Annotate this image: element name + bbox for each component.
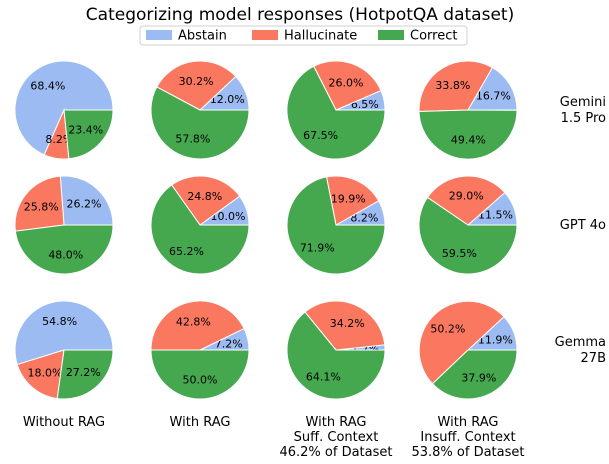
slice-hallucinate bbox=[313, 60, 382, 111]
slice-correct bbox=[150, 349, 250, 400]
pie-r2-c2: 10.0% 24.8% 65.2% bbox=[150, 175, 250, 275]
slice-label-abstain: 10.0% bbox=[211, 210, 246, 223]
pie-r1-c4: 16.7% 33.8% 49.4% bbox=[418, 60, 518, 160]
slice-correct bbox=[418, 109, 518, 160]
column-label-1: Without RAG bbox=[23, 415, 105, 430]
slice-label-correct: 37.9% bbox=[461, 371, 496, 384]
pie-r3-c4: 11.9% 50.2% 37.9% bbox=[418, 300, 518, 400]
pie-r2-c3: 8.2% 19.9% 71.9% bbox=[286, 175, 386, 275]
legend: Abstain Hallucinate Correct bbox=[139, 25, 468, 46]
slice-label-correct: 64.1% bbox=[306, 371, 341, 384]
pies: 68.4%8.2%23.4%12.0%30.2%57.8%6.5%26.0%67… bbox=[14, 60, 518, 400]
slice-label-abstain: 7.2% bbox=[215, 337, 243, 350]
slice-hallucinate bbox=[16, 349, 65, 400]
slice-correct bbox=[56, 349, 114, 400]
column-label-2: With RAG bbox=[170, 415, 231, 430]
slice-label-hallucinate: 24.8% bbox=[187, 190, 222, 203]
slice-label-abstain: 11.9% bbox=[478, 333, 513, 346]
slice-label-hallucinate: 34.2% bbox=[330, 317, 365, 330]
slice-label-correct: 65.2% bbox=[169, 245, 204, 258]
slice-label-abstain: 68.4% bbox=[30, 79, 65, 92]
slice-label-abstain: 12.0% bbox=[210, 93, 245, 106]
slice-label-hallucinate: 50.2% bbox=[430, 323, 465, 336]
legend-label-correct: Correct bbox=[410, 29, 457, 44]
column-label-4: Insuff. Context bbox=[420, 430, 515, 445]
column-label-3: 46.2% of Dataset bbox=[279, 445, 392, 460]
row-label-3: 27B bbox=[581, 351, 606, 366]
row-label-2: GPT 4o bbox=[560, 218, 606, 233]
slice-label-correct: 49.4% bbox=[451, 133, 486, 146]
slice-correct bbox=[286, 311, 386, 400]
column-label-3: With RAG bbox=[306, 415, 367, 430]
slice-hallucinate bbox=[14, 175, 65, 232]
pie-r2-c1: 26.2% 25.8% 48.0% bbox=[14, 175, 114, 275]
slice-label-correct: 59.5% bbox=[442, 247, 477, 260]
slice-label-correct: 67.5% bbox=[303, 129, 338, 142]
slice-label-hallucinate: 33.8% bbox=[435, 79, 470, 92]
row-label-3: Gemma bbox=[555, 335, 606, 350]
slice-label-correct: 71.9% bbox=[300, 242, 335, 255]
legend-swatch-correct bbox=[378, 30, 404, 40]
slice-correct bbox=[14, 224, 114, 275]
slice-label-abstain: 54.8% bbox=[42, 315, 77, 328]
row-label-1: 1.5 Pro bbox=[561, 111, 606, 126]
slice-label-correct: 23.4% bbox=[68, 124, 103, 137]
slice-correct bbox=[150, 86, 250, 160]
slice-hallucinate bbox=[418, 300, 505, 385]
slice-label-hallucinate: 18.0% bbox=[28, 366, 63, 379]
legend-label-abstain: Abstain bbox=[178, 29, 227, 44]
slice-label-hallucinate: 19.9% bbox=[331, 192, 366, 205]
slice-label-correct: 57.8% bbox=[175, 133, 210, 146]
slice-label-hallucinate: 30.2% bbox=[179, 75, 214, 88]
slice-label-abstain: 26.2% bbox=[67, 197, 102, 210]
column-label-3: Suff. Context bbox=[294, 430, 379, 445]
pie-r3-c2: 7.2% 42.8% 50.0% bbox=[150, 300, 250, 400]
slice-abstain bbox=[59, 175, 114, 226]
pie-r1-c1: 68.4%8.2%23.4% bbox=[14, 60, 114, 160]
legend-label-hallucinate: Hallucinate bbox=[284, 29, 357, 44]
slice-correct bbox=[286, 176, 386, 275]
pie-r1-c2: 12.0% 30.2% 57.8% bbox=[150, 60, 250, 160]
slice-hallucinate bbox=[150, 300, 245, 351]
column-label-4: 53.8% of Dataset bbox=[411, 445, 524, 460]
slice-correct bbox=[150, 184, 250, 275]
slice-hallucinate bbox=[171, 175, 241, 226]
pie-r3-c1: 54.8% 18.0% 27.2% bbox=[14, 300, 114, 400]
slice-hallucinate bbox=[426, 175, 506, 226]
slice-correct bbox=[431, 349, 518, 400]
slice-abstain bbox=[467, 66, 518, 111]
slice-label-abstain: 6.5% bbox=[351, 98, 379, 111]
column-label-4: With RAG bbox=[438, 415, 499, 430]
slice-label-hallucinate: 42.8% bbox=[176, 315, 211, 328]
chart-title: Categorizing model responses (HotpotQA d… bbox=[86, 5, 514, 25]
slice-label-abstain: 11.5% bbox=[478, 209, 513, 222]
slice-abstain bbox=[14, 60, 114, 156]
slice-correct bbox=[286, 65, 386, 160]
slice-correct bbox=[418, 196, 518, 275]
slice-hallucinate bbox=[304, 300, 386, 351]
slice-hallucinate bbox=[156, 60, 237, 111]
slice-label-correct: 50.0% bbox=[183, 373, 218, 386]
row-label-1: Gemini bbox=[560, 95, 606, 110]
legend-swatch-abstain bbox=[146, 30, 172, 40]
slice-label-hallucinate: 25.8% bbox=[24, 200, 59, 213]
pie-r2-c4: 11.5% 29.0% 59.5% bbox=[418, 175, 518, 275]
legend-swatch-hallucinate bbox=[252, 30, 278, 40]
slice-label-correct: 27.2% bbox=[66, 366, 101, 379]
pie-r3-c3: 1.7%34.2%64.1% bbox=[286, 300, 386, 400]
slice-hallucinate bbox=[418, 60, 494, 113]
slice-hallucinate bbox=[325, 175, 380, 226]
slice-label-abstain: 16.7% bbox=[476, 89, 511, 102]
slice-abstain bbox=[14, 300, 114, 366]
slice-label-abstain: 8.2% bbox=[350, 212, 378, 225]
pie-r1-c3: 6.5% 26.0% 67.5% bbox=[286, 60, 386, 160]
slice-correct bbox=[63, 109, 114, 160]
slice-label-correct: 48.0% bbox=[48, 248, 83, 261]
slice-label-hallucinate: 26.0% bbox=[329, 76, 364, 89]
slice-label-hallucinate: 29.0% bbox=[449, 190, 484, 203]
